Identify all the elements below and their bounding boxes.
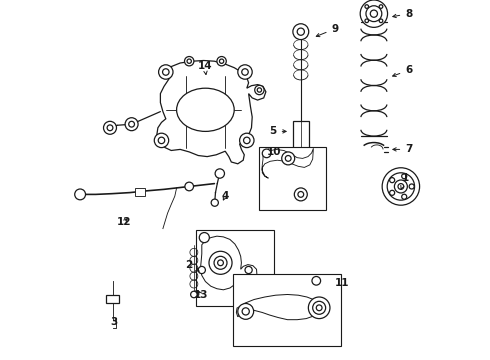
Text: 1: 1 xyxy=(401,173,409,189)
Circle shape xyxy=(154,133,169,148)
Circle shape xyxy=(297,28,304,35)
Circle shape xyxy=(158,137,165,144)
Circle shape xyxy=(242,308,249,315)
Text: 5: 5 xyxy=(270,126,286,136)
Circle shape xyxy=(382,168,419,205)
Circle shape xyxy=(394,180,407,193)
Circle shape xyxy=(365,5,368,8)
Circle shape xyxy=(220,59,224,63)
Circle shape xyxy=(387,173,415,200)
Circle shape xyxy=(240,133,254,148)
Circle shape xyxy=(313,301,326,314)
Circle shape xyxy=(262,149,271,158)
Circle shape xyxy=(238,65,252,79)
Circle shape xyxy=(163,69,169,75)
Circle shape xyxy=(191,291,197,298)
Text: 8: 8 xyxy=(393,9,413,19)
Circle shape xyxy=(285,156,291,161)
Circle shape xyxy=(294,188,307,201)
Circle shape xyxy=(360,0,388,27)
Circle shape xyxy=(379,5,383,8)
Circle shape xyxy=(255,85,264,95)
Circle shape xyxy=(370,10,377,17)
Circle shape xyxy=(74,189,86,200)
Text: 10: 10 xyxy=(267,147,282,157)
Text: 2: 2 xyxy=(186,260,199,271)
Text: 3: 3 xyxy=(110,317,117,327)
Circle shape xyxy=(379,19,383,23)
Bar xyxy=(106,295,119,303)
Circle shape xyxy=(293,24,309,40)
Circle shape xyxy=(187,59,192,63)
Circle shape xyxy=(390,190,394,195)
Bar xyxy=(233,274,342,346)
Circle shape xyxy=(312,276,320,285)
Circle shape xyxy=(244,137,250,144)
Circle shape xyxy=(245,266,252,274)
Circle shape xyxy=(257,88,262,92)
Text: 9: 9 xyxy=(316,24,339,37)
Circle shape xyxy=(211,199,219,206)
Circle shape xyxy=(125,118,138,131)
Circle shape xyxy=(365,19,368,23)
Circle shape xyxy=(242,69,248,75)
Circle shape xyxy=(308,297,330,319)
Circle shape xyxy=(282,152,294,165)
Circle shape xyxy=(298,192,304,197)
Polygon shape xyxy=(200,236,257,290)
Polygon shape xyxy=(157,60,266,164)
Circle shape xyxy=(409,184,414,189)
Bar xyxy=(196,230,274,306)
Polygon shape xyxy=(236,294,321,320)
Circle shape xyxy=(215,169,224,178)
Circle shape xyxy=(390,177,394,183)
Text: 6: 6 xyxy=(392,65,413,77)
Circle shape xyxy=(214,256,227,269)
Circle shape xyxy=(402,174,407,179)
Circle shape xyxy=(209,251,232,274)
Circle shape xyxy=(402,194,407,199)
Bar xyxy=(259,147,326,210)
Circle shape xyxy=(159,65,173,79)
Circle shape xyxy=(366,6,382,22)
Text: 11: 11 xyxy=(335,278,349,288)
Ellipse shape xyxy=(176,88,234,131)
Circle shape xyxy=(316,305,322,311)
Circle shape xyxy=(103,121,117,134)
Circle shape xyxy=(185,57,194,66)
Bar xyxy=(293,121,309,191)
Circle shape xyxy=(199,233,209,243)
Text: 4: 4 xyxy=(221,191,229,201)
Circle shape xyxy=(398,184,404,189)
Bar xyxy=(135,188,145,196)
Text: 7: 7 xyxy=(393,144,413,154)
Polygon shape xyxy=(262,148,314,178)
Text: 14: 14 xyxy=(197,60,212,75)
Circle shape xyxy=(217,57,226,66)
Text: 12: 12 xyxy=(117,217,131,228)
Circle shape xyxy=(218,260,223,266)
Circle shape xyxy=(107,125,113,131)
Circle shape xyxy=(198,266,205,274)
Text: 13: 13 xyxy=(194,290,208,300)
Circle shape xyxy=(238,303,254,319)
Circle shape xyxy=(185,182,194,191)
Circle shape xyxy=(129,121,134,127)
